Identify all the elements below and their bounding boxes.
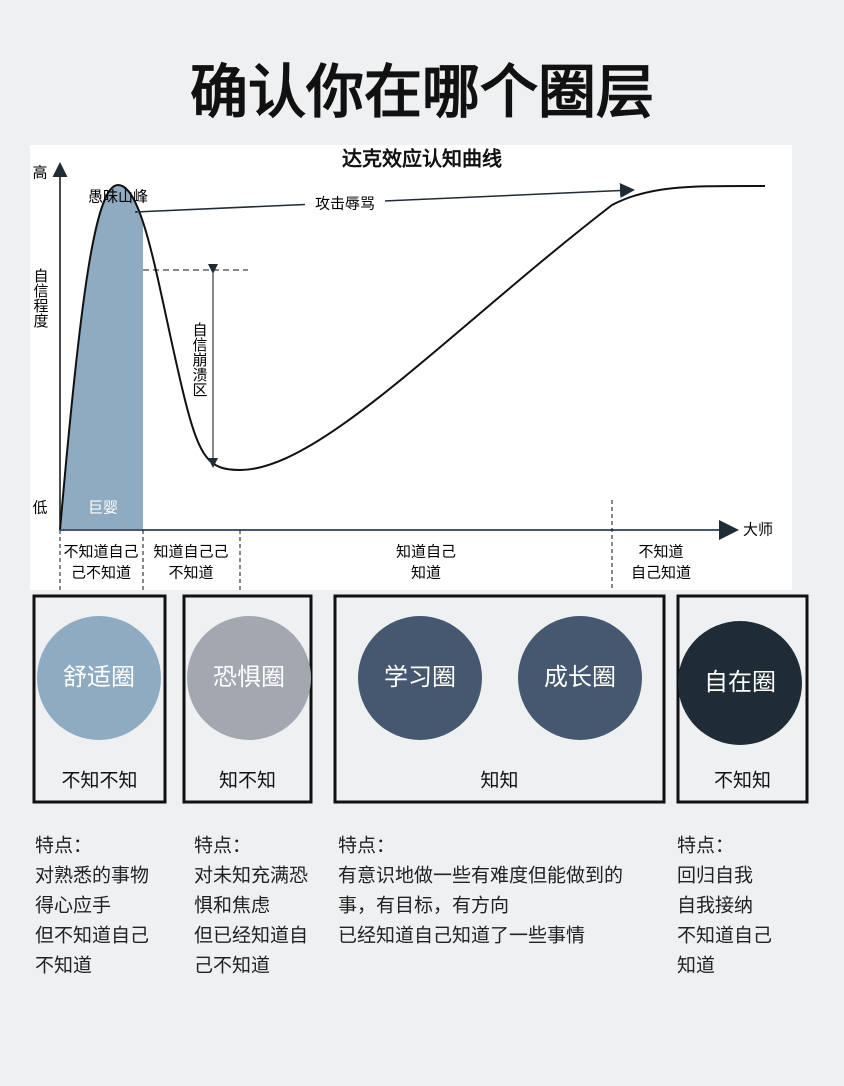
feature-heading: 特点： [338,835,395,857]
feature-line: 得心应手 [35,895,111,917]
stage-label: 不知道自己 [63,543,138,561]
circle-zone [678,621,802,745]
feature-line: 事，有目标，有方向 [338,895,509,917]
peak-label: 愚昧山峰 [88,188,148,206]
attack-label: 攻击辱骂 [315,195,375,213]
circle-label: 学习圈 [384,663,456,691]
curve-areas [60,185,765,530]
circle-label: 恐惧圈 [213,663,285,691]
group-caption: 不知不知 [61,770,137,792]
group-box [676,594,809,804]
collapse-label: 自信崩溃区 [191,322,209,397]
valley-label: 绝望之谷 [255,479,315,497]
feature-line: 但不知道自己 [35,925,149,947]
label-bg [305,191,385,215]
feature-line: 己不知道 [194,955,270,977]
y-high: 高 [32,164,47,182]
x-axis-label: 大师 [743,521,773,539]
feature-line: 有意识地做一些有难度但能做到的 [338,865,623,887]
wisdom-label: 智慧 [410,481,440,499]
diagram-panel [30,145,792,590]
group-caption: 知不知 [219,770,276,792]
feature-heading: 特点： [677,835,734,857]
feature-line: 但已经知道自 [194,925,308,947]
stage-label: 自己知道 [631,564,691,582]
circle-label: 自在圈 [704,668,776,696]
circle-zone [518,616,642,740]
feature-heading: 特点： [35,835,92,857]
circle-label: 舒适圈 [63,663,135,691]
feature-line: 不知道自己 [677,925,772,947]
feature-line: 不知道 [35,955,92,977]
group-caption: 知知 [480,770,518,792]
stage-dividers [59,500,613,590]
stage-label: 知道自己己 [153,543,228,561]
feature-heading: 特点： [194,835,251,857]
group-caption: 不知知 [714,770,771,792]
page-title: 确认你在哪个圈层 [190,58,654,126]
circle-zone [187,616,311,740]
curve [59,183,766,531]
feature-line: 对熟悉的事物 [35,865,149,887]
feature-line: 回归自我 [677,865,753,887]
feature-line: 已经知道自己知道了一些事情 [338,925,585,947]
diagram-subtitle: 达克效应认知曲线 [342,147,502,171]
stage-label: 不知道 [168,564,213,582]
y-low: 低 [32,499,47,517]
group-box [182,594,313,804]
plateau-label: 平稳之原 [650,204,710,222]
feature-line: 知道 [677,955,715,977]
y-axis-label: 自信程度 [32,268,50,328]
stage-label: 不知道 [638,543,683,561]
stage-label: 己不知道 [71,564,131,582]
stage-label: 知道自己 [396,543,456,561]
feature-line: 自我接纳 [677,895,753,917]
feature-line: 惧和焦虑 [194,895,270,917]
circle-zone [37,616,161,740]
stage-label: 知道 [411,564,441,582]
feature-line: 对未知充满恐 [194,865,308,887]
group-box [333,594,666,804]
circle-zone [358,616,482,740]
wisdom-detail: (知识＋经验) [382,503,469,521]
infant-label: 巨婴 [88,499,118,517]
group-box [32,594,167,804]
circle-label: 成长圈 [544,663,616,691]
